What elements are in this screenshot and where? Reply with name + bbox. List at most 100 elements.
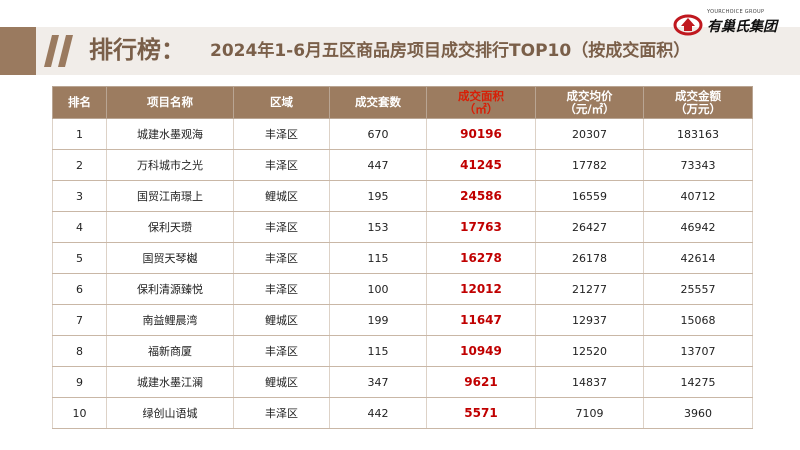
logo-mark-icon [673,14,703,36]
amount-header-unit: （万元） [675,101,721,116]
amount-cell: 25557 [643,273,753,305]
project-name-cell: 保利清源臻悦 [106,273,234,305]
units-cell: 195 [329,180,427,212]
amount-cell: 42614 [643,242,753,274]
units-cell: 670 [329,118,427,150]
units-cell: 347 [329,366,427,398]
district-cell: 丰泽区 [233,149,330,181]
project-name-cell: 城建水墨观海 [106,118,234,150]
rank-cell: 10 [52,397,107,429]
amount-cell: 183163 [643,118,753,150]
table-row: 6 保利清源臻悦 丰泽区 100 12012 21277 25557 [52,273,753,305]
area-cell: 41245 [426,149,536,181]
ranking-table: 排名 项目名称 区域 成交套数 成交面积 （㎡） 成交均价 （元/㎡） 成交金额 （万… [52,86,753,429]
units-cell: 115 [329,242,427,274]
column-header-district: 区域 [233,86,330,119]
area-cell: 17763 [426,211,536,243]
area-header-unit: （㎡） [463,101,499,116]
units-cell: 442 [329,397,427,429]
table-row: 5 国贸天琴樾 丰泽区 115 16278 26178 42614 [52,242,753,274]
district-cell: 丰泽区 [233,273,330,305]
company-logo: YOURCHOICE GROUP 有巢氏集团 [673,4,798,40]
project-name-cell: 保利天瓒 [106,211,234,243]
area-cell: 9621 [426,366,536,398]
rank-cell: 2 [52,149,107,181]
column-header-project: 项目名称 [106,86,234,119]
units-cell: 199 [329,304,427,336]
slash-decoration-icon [44,35,73,67]
price-cell: 14837 [535,366,644,398]
area-header-label: 成交面积 [458,88,504,103]
area-cell: 12012 [426,273,536,305]
price-header-unit: （元/㎡） [564,101,615,116]
area-cell: 10949 [426,335,536,367]
price-cell: 16559 [535,180,644,212]
rank-cell: 1 [52,118,107,150]
area-cell: 24586 [426,180,536,212]
column-header-amount: 成交金额 （万元） [643,86,753,119]
district-cell: 鲤城区 [233,180,330,212]
district-cell: 丰泽区 [233,335,330,367]
price-cell: 17782 [535,149,644,181]
logo-english-text: YOURCHOICE GROUP [707,9,765,15]
amount-header-label: 成交金额 [675,88,721,103]
project-name-cell: 福新商厦 [106,335,234,367]
amount-cell: 15068 [643,304,753,336]
price-cell: 26178 [535,242,644,274]
amount-cell: 14275 [643,366,753,398]
rank-cell: 8 [52,335,107,367]
area-cell: 11647 [426,304,536,336]
amount-cell: 46942 [643,211,753,243]
table-header-row: 排名 项目名称 区域 成交套数 成交面积 （㎡） 成交均价 （元/㎡） 成交金额 （万… [52,86,753,119]
table-row: 8 福新商厦 丰泽区 115 10949 12520 13707 [52,335,753,367]
price-cell: 7109 [535,397,644,429]
table-row: 10 绿创山语城 丰泽区 442 5571 7109 3960 [52,397,753,429]
price-cell: 20307 [535,118,644,150]
district-cell: 丰泽区 [233,397,330,429]
district-cell: 丰泽区 [233,211,330,243]
units-cell: 153 [329,211,427,243]
area-cell: 90196 [426,118,536,150]
area-cell: 16278 [426,242,536,274]
units-cell: 115 [329,335,427,367]
district-cell: 鲤城区 [233,366,330,398]
title-banner [0,27,800,75]
table-row: 4 保利天瓒 丰泽区 153 17763 26427 46942 [52,211,753,243]
project-name-cell: 国贸江南璟上 [106,180,234,212]
table-row: 7 南益鲤晨湾 鲤城区 199 11647 12937 15068 [52,304,753,336]
district-cell: 丰泽区 [233,242,330,274]
price-cell: 12937 [535,304,644,336]
table-row: 9 城建水墨江澜 鲤城区 347 9621 14837 14275 [52,366,753,398]
table-row: 2 万科城市之光 丰泽区 447 41245 17782 73343 [52,149,753,181]
table-row: 1 城建水墨观海 丰泽区 670 90196 20307 183163 [52,118,753,150]
page-title: 排行榜： [89,36,185,64]
price-cell: 12520 [535,335,644,367]
amount-cell: 40712 [643,180,753,212]
units-cell: 447 [329,149,427,181]
units-cell: 100 [329,273,427,305]
column-header-rank: 排名 [52,86,107,119]
district-cell: 鲤城区 [233,304,330,336]
price-header-label: 成交均价 [566,88,613,103]
project-name-cell: 国贸天琴樾 [106,242,234,274]
rank-cell: 6 [52,273,107,305]
rank-cell: 4 [52,211,107,243]
project-name-cell: 万科城市之光 [106,149,234,181]
column-header-area: 成交面积 （㎡） [426,86,536,119]
amount-cell: 13707 [643,335,753,367]
project-name-cell: 绿创山语城 [106,397,234,429]
logo-chinese-text: 有巢氏集团 [707,19,777,35]
title-accent-block [0,27,36,75]
area-cell: 5571 [426,397,536,429]
amount-cell: 73343 [643,149,753,181]
price-cell: 26427 [535,211,644,243]
project-name-cell: 城建水墨江澜 [106,366,234,398]
table-row: 3 国贸江南璟上 鲤城区 195 24586 16559 40712 [52,180,753,212]
column-header-units: 成交套数 [329,86,427,119]
rank-cell: 9 [52,366,107,398]
project-name-cell: 南益鲤晨湾 [106,304,234,336]
column-header-price: 成交均价 （元/㎡） [535,86,644,119]
district-cell: 丰泽区 [233,118,330,150]
rank-cell: 3 [52,180,107,212]
rank-cell: 5 [52,242,107,274]
